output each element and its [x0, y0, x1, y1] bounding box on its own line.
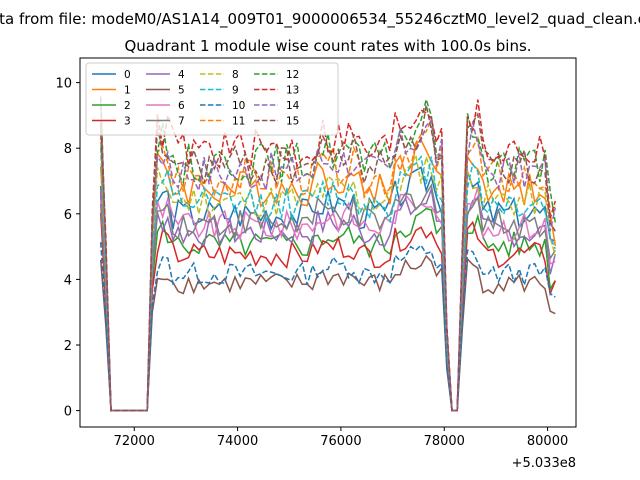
- legend-entry: 7: [178, 116, 185, 128]
- series-line-2: [99, 193, 556, 412]
- series-line-8: [99, 134, 557, 412]
- legend-entry: 3: [124, 116, 131, 128]
- legend-entry: 6: [178, 100, 185, 112]
- x-tick-label: 72000: [114, 434, 155, 449]
- x-tick-label: 80000: [527, 434, 568, 449]
- series-line-13: [99, 99, 557, 412]
- legend-entry: 0: [124, 69, 131, 81]
- legend-entry: 2: [124, 100, 131, 112]
- legend-entry: 11: [232, 116, 245, 128]
- legend-entry: 8: [232, 69, 239, 81]
- x-axis: 72000 74000 76000 78000 80000: [114, 427, 568, 449]
- y-tick-label: 6: [64, 208, 72, 223]
- series-line-12: [99, 96, 557, 412]
- legend-entry: 9: [232, 85, 239, 97]
- x-tick-label: 78000: [424, 434, 465, 449]
- y-tick-label: 10: [55, 77, 72, 92]
- legend-entry: 1: [124, 85, 131, 97]
- figure-suptitle: Data from file: modeM0/AS1A14_009T01_900…: [0, 10, 640, 29]
- series-line-9: [99, 147, 556, 412]
- series-line-14: [99, 95, 557, 412]
- legend-entry: 10: [232, 100, 245, 112]
- chart-title: Quadrant 1 module wise count rates with …: [124, 37, 531, 55]
- legend-entry: 5: [178, 85, 185, 97]
- series-line-1: [99, 138, 557, 412]
- series-layer: [99, 95, 557, 412]
- series-line-7: [99, 183, 556, 412]
- legend-entry: 13: [286, 85, 299, 97]
- y-axis: 0 2 4 6 8 10: [55, 77, 80, 420]
- series-line-10: [99, 242, 556, 412]
- axes-frame: [79, 57, 577, 428]
- legend-entry: 4: [178, 69, 185, 81]
- series-line-11: [99, 118, 556, 412]
- legend-entry: 12: [286, 69, 299, 81]
- x-tick-label: 76000: [320, 434, 361, 449]
- series-line-15: [99, 97, 556, 412]
- y-tick-label: 2: [64, 339, 72, 354]
- y-tick-label: 4: [64, 273, 72, 288]
- legend-entry: 14: [286, 100, 300, 112]
- legend-entry: 15: [286, 116, 299, 128]
- y-tick-label: 0: [64, 405, 72, 420]
- series-line-5: [99, 254, 556, 412]
- x-tick-label: 74000: [217, 434, 258, 449]
- x-offset-label: +5.033e8: [512, 456, 576, 471]
- legend-box: [85, 62, 339, 136]
- y-tick-label: 8: [64, 142, 72, 157]
- series-line-4: [99, 186, 557, 412]
- series-line-3: [99, 212, 556, 412]
